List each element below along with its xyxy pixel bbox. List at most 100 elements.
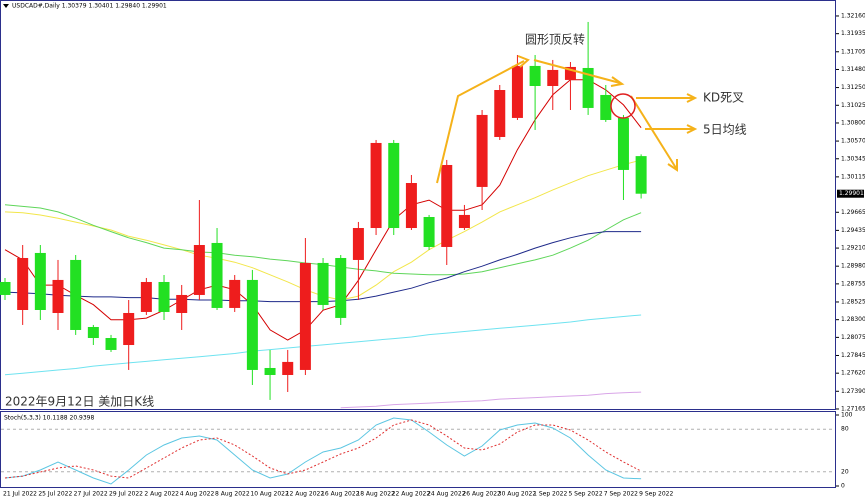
x-tick-label: 10 Aug 2022	[250, 491, 289, 498]
y-tick-label: 1.27620	[841, 370, 865, 377]
arrow-head	[610, 76, 625, 87]
y-tick-label: 1.29665	[841, 209, 865, 216]
y-tick-label: 1.32160	[841, 12, 865, 19]
candle-body	[458, 214, 470, 229]
candle-body	[441, 164, 453, 247]
x-tick-label: 8 Aug 2022	[215, 491, 250, 498]
y-tick-label: 1.31705	[841, 48, 865, 55]
y-tick-label: 1.30570	[841, 138, 865, 145]
y-tick-label: 1.28300	[841, 316, 865, 323]
candle-body	[299, 262, 311, 370]
candle-body	[352, 228, 364, 260]
x-tick-label: 29 Jul 2022	[109, 491, 143, 498]
stoch-title: Stoch(5,3,3) 10.1188 20.9398	[4, 415, 95, 422]
y-tick-label: 80	[841, 426, 849, 433]
x-tick-label: 9 Sep 2022	[639, 491, 673, 498]
candle-body	[547, 69, 559, 86]
y-tick-label: 1.29210	[841, 245, 865, 252]
candle-body	[582, 67, 594, 108]
x-tick-label: 4 Aug 2022	[180, 491, 215, 498]
candle-body	[264, 367, 276, 375]
y-tick-label: 1.27845	[841, 352, 865, 359]
plot: 1.32160 1.31935 1.31705 1.31480 1.31250 1.310…	[0, 12, 865, 498]
annotation: 5日均线	[703, 123, 747, 137]
candle-body	[246, 279, 258, 370]
x-tick-label: 2 Aug 2022	[144, 491, 179, 498]
y-tick-label: 1.31025	[841, 102, 865, 109]
current-price-label: 1.29901	[839, 190, 864, 197]
candle-body	[211, 242, 223, 308]
x-tick-label: 24 Aug 2022	[427, 491, 466, 498]
candle-body	[193, 245, 205, 295]
x-tick-label: 30 Aug 2022	[498, 491, 537, 498]
y-tick-label: 0	[841, 483, 845, 490]
y-tick-label: 1.30345	[841, 155, 865, 162]
candle-body	[123, 312, 135, 346]
cross-marker	[610, 93, 636, 119]
y-tick-label: 100	[841, 412, 853, 419]
x-tick-label: 12 Aug 2022	[286, 491, 325, 498]
stoch-panel	[0, 411, 836, 488]
arrow	[630, 95, 677, 169]
x-tick-label: 16 Aug 2022	[321, 491, 360, 498]
candle-body	[388, 142, 400, 229]
candle-body	[335, 257, 347, 318]
y-tick-label: 1.31480	[841, 66, 865, 73]
y-tick-label: 1.27390	[841, 388, 865, 395]
candle-body	[370, 142, 382, 229]
line-series	[4, 419, 642, 479]
candle-body	[529, 65, 541, 86]
candle-body	[423, 216, 435, 247]
y-tick-label: 20	[841, 468, 849, 475]
y-tick-label: 1.31935	[841, 30, 865, 37]
candle-body	[140, 281, 152, 312]
candle-body	[105, 338, 117, 350]
line-series	[4, 314, 642, 376]
candle-body	[229, 279, 241, 308]
x-tick-label: 18 Aug 2022	[356, 491, 395, 498]
candle-body	[17, 257, 29, 310]
y-tick-label: 1.29435	[841, 227, 865, 234]
candle-body	[476, 114, 488, 187]
candle-body	[317, 262, 329, 305]
x-tick-label: 5 Sep 2022	[568, 491, 602, 498]
candle-body	[405, 183, 417, 229]
arrow-head	[686, 124, 698, 134]
menu-icon	[3, 4, 9, 8]
candle-body	[600, 94, 612, 120]
x-tick-label: 21 Jul 2022	[3, 491, 37, 498]
candle-body	[494, 90, 506, 137]
x-tick-label: 27 Jul 2022	[74, 491, 108, 498]
annotation: KD死叉	[703, 91, 744, 105]
candle-body	[34, 252, 46, 310]
y-tick-label: 1.31250	[841, 84, 865, 91]
candle-body	[158, 281, 170, 312]
y-tick-label: 1.30800	[841, 119, 865, 126]
y-tick-label: 1.28755	[841, 280, 865, 287]
candle-body	[176, 294, 188, 313]
candle-body	[52, 279, 64, 313]
chart-note: 2022年9月12日 美加日K线	[5, 395, 154, 409]
arrow-head	[517, 55, 530, 68]
candle-body	[87, 326, 99, 339]
y-tick-label: 1.30115	[841, 173, 865, 180]
candle-body	[617, 117, 629, 170]
arrow	[533, 59, 621, 84]
line-series	[4, 417, 642, 485]
y-tick-label: 1.28980	[841, 263, 865, 270]
x-tick-label: 1 Sep 2022	[533, 491, 567, 498]
candle-body	[564, 66, 576, 80]
chart-header: USDCAD#,Daily 1.30379 1.30401 1.29840 1.…	[12, 3, 167, 10]
line-series	[340, 391, 642, 409]
annotation: 圆形顶反转	[525, 32, 585, 47]
candle-body	[635, 156, 647, 194]
arrow	[436, 60, 525, 184]
x-tick-label: 22 Aug 2022	[392, 491, 431, 498]
x-tick-label: 25 Jul 2022	[38, 491, 72, 498]
candle-body	[511, 65, 523, 118]
candle-body	[70, 259, 82, 330]
candle-body	[0, 281, 11, 295]
annotation-arrows	[436, 55, 698, 184]
